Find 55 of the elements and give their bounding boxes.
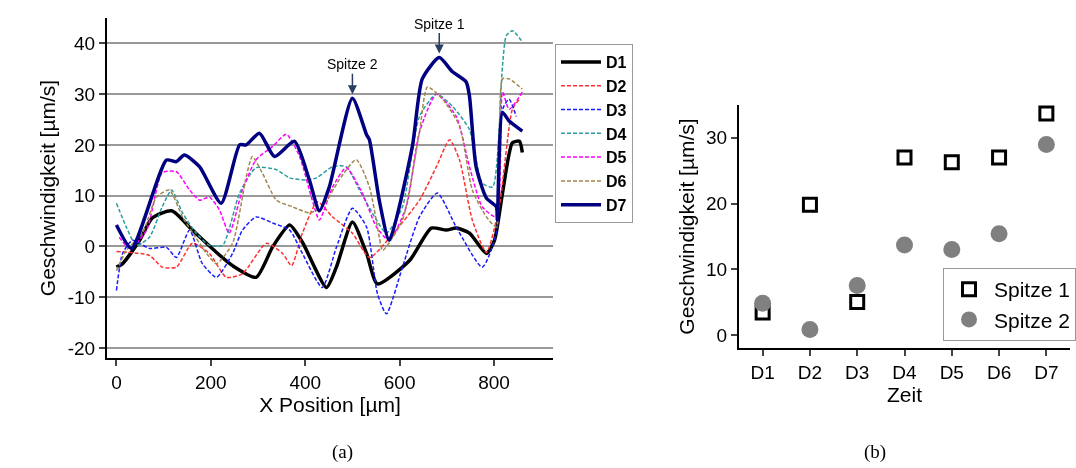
y-tick-label: 20 xyxy=(74,134,96,156)
point xyxy=(990,225,1008,243)
x-tick-label: D3 xyxy=(845,361,870,383)
y-tick-label: 10 xyxy=(74,185,96,207)
y-tick-label: 30 xyxy=(706,127,728,149)
x-tick-label: 600 xyxy=(383,371,416,393)
x-tick-label: D2 xyxy=(797,361,823,383)
point xyxy=(943,154,960,171)
line-series xyxy=(115,98,517,315)
x-tick-label: 400 xyxy=(289,371,322,393)
x-tick-label: 800 xyxy=(478,371,510,393)
x-tick-label: D7 xyxy=(1034,361,1059,383)
point xyxy=(1038,105,1055,122)
legend-label: Spitze 1 xyxy=(994,278,1070,302)
y-tick-label: 0 xyxy=(716,324,728,346)
x-tick-label: 200 xyxy=(194,371,227,393)
x-tick-label: D1 xyxy=(750,361,775,383)
y-tick-label: 20 xyxy=(706,193,728,215)
point xyxy=(896,236,913,254)
annotation: Spitze 1 xyxy=(414,16,465,32)
legend-label: D3 xyxy=(606,101,627,119)
x-tick-label: D6 xyxy=(986,361,1012,383)
legend-label: D1 xyxy=(606,54,627,72)
point xyxy=(1037,135,1055,153)
y-tick-label: 40 xyxy=(74,33,96,55)
point xyxy=(848,277,866,295)
x-tick-label: D5 xyxy=(939,361,964,383)
y-tick-label: -10 xyxy=(67,286,96,308)
x-axis-title: Zeit xyxy=(886,382,923,406)
x-tick-label: D4 xyxy=(892,361,918,383)
text: (a) xyxy=(332,441,354,463)
y-tick-label: -20 xyxy=(67,337,96,359)
point xyxy=(991,149,1008,166)
point xyxy=(849,294,866,311)
legend-label: D7 xyxy=(606,196,627,214)
y-axis-title: Geschwindigkeit [µm/s] xyxy=(674,118,698,335)
point xyxy=(801,321,819,339)
x-tick-label: 0 xyxy=(111,371,122,393)
legend-label: D5 xyxy=(606,149,627,167)
y-tick-label: 30 xyxy=(74,83,96,105)
text: (b) xyxy=(864,441,887,463)
y-tick-label: 0 xyxy=(84,236,96,258)
line-series xyxy=(118,91,524,250)
legend-label: Spitze 2 xyxy=(994,308,1070,332)
legend-label: D2 xyxy=(606,77,627,95)
x-axis-title: X Position [µm] xyxy=(259,392,401,416)
point xyxy=(801,196,818,213)
legend-label: D4 xyxy=(606,125,627,143)
y-axis-title: Geschwindigkeit [µm/s] xyxy=(36,79,60,297)
y-tick-label: 10 xyxy=(706,258,728,280)
point xyxy=(896,149,913,166)
point xyxy=(754,294,772,312)
legend-label: D6 xyxy=(606,173,627,191)
annotation: Spitze 2 xyxy=(327,56,378,72)
point xyxy=(943,240,961,258)
